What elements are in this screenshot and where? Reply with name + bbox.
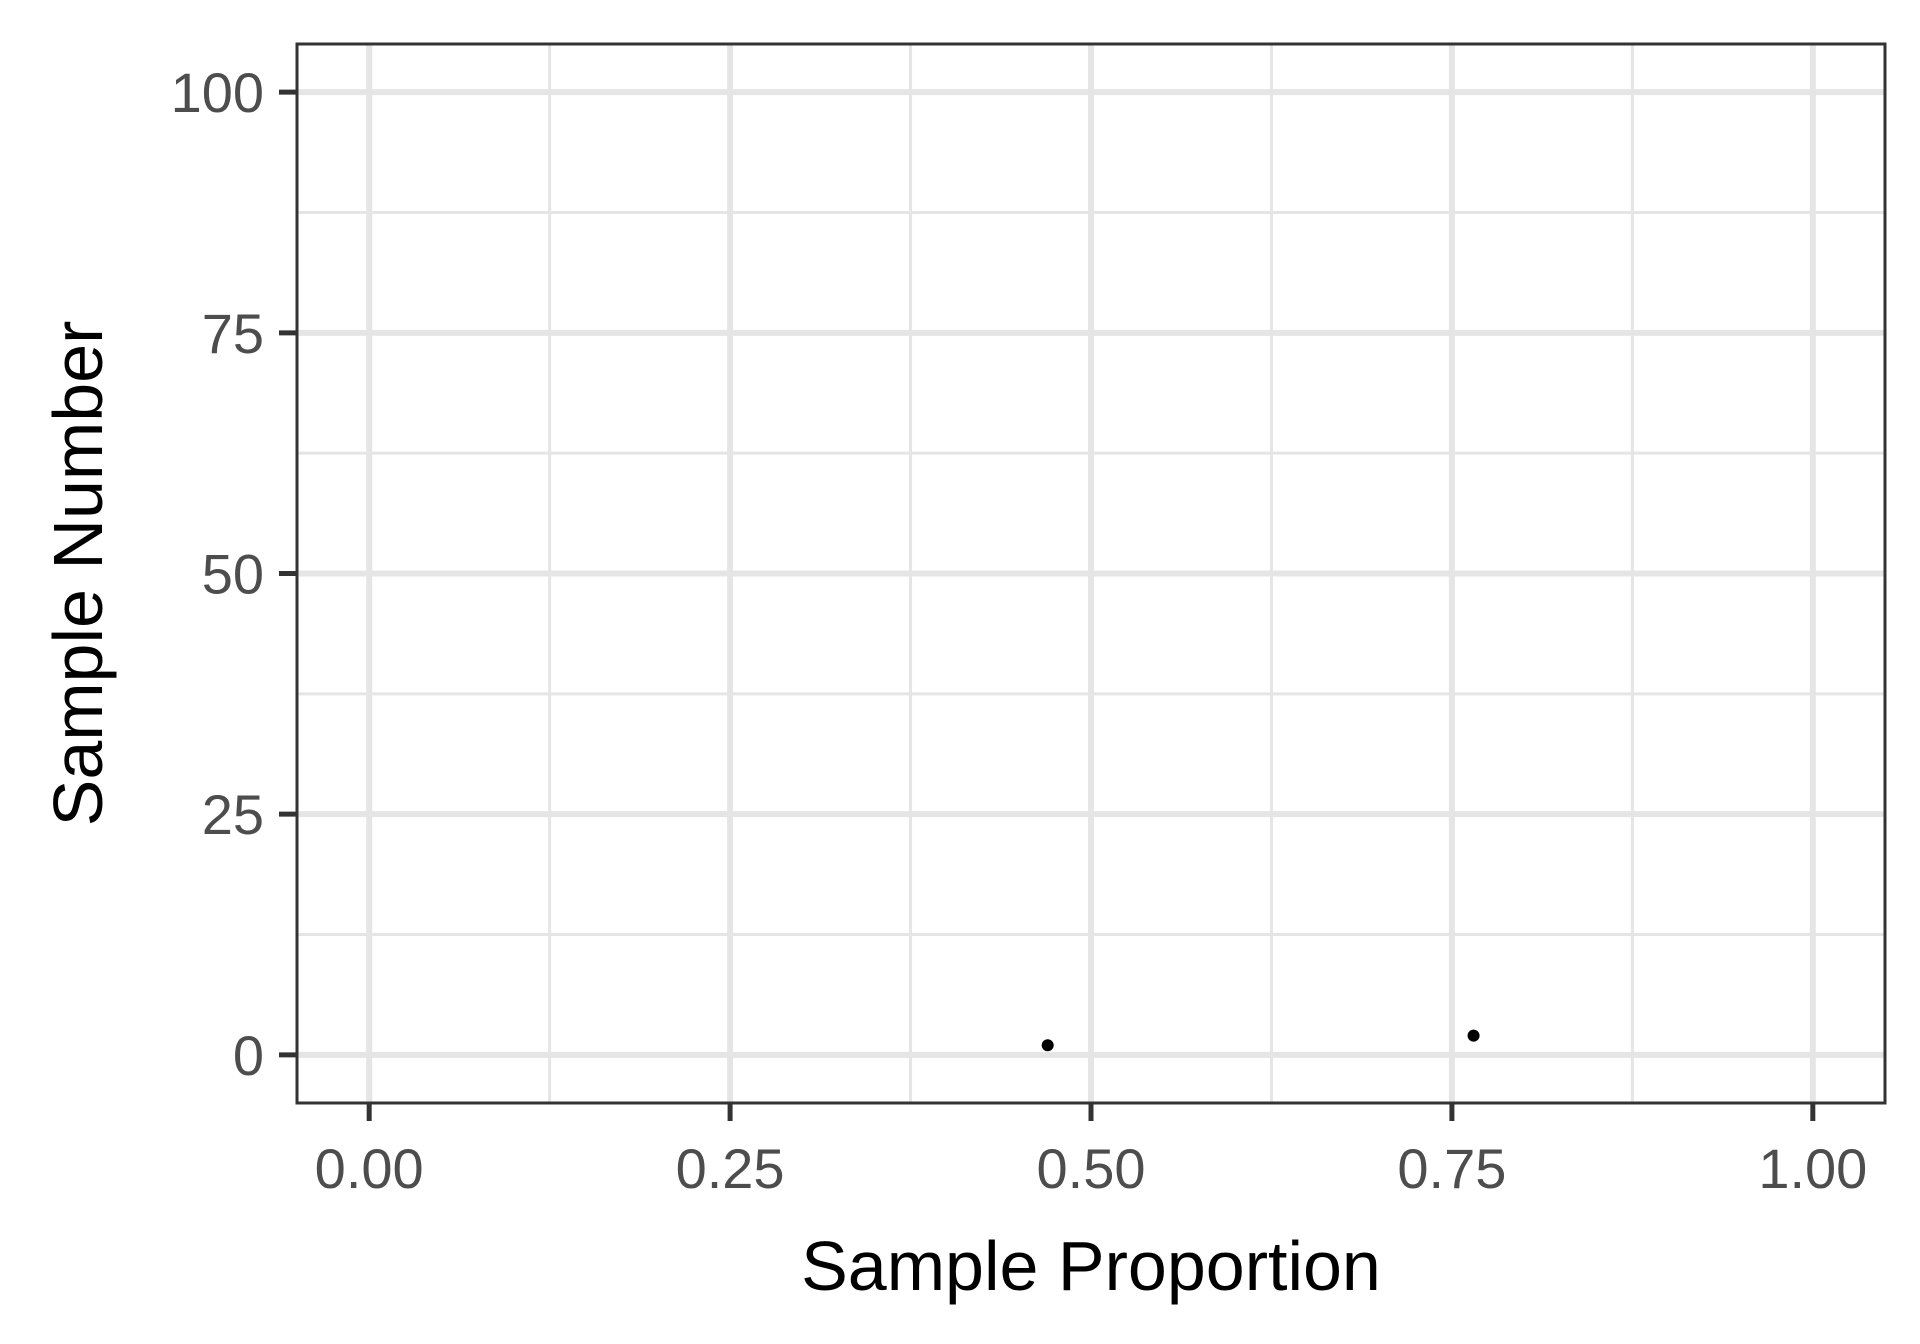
grid-lines bbox=[297, 44, 1885, 1103]
x-tick-label: 0.75 bbox=[1397, 1137, 1506, 1200]
y-axis: 0 25 50 75 100 bbox=[171, 61, 297, 1087]
x-tick-label: 0.00 bbox=[315, 1137, 424, 1200]
y-tick-label: 25 bbox=[202, 783, 264, 846]
data-point bbox=[1041, 1039, 1054, 1052]
y-axis-title: Sample Number bbox=[39, 321, 117, 827]
x-axis-title: Sample Proportion bbox=[801, 1227, 1381, 1305]
data-points bbox=[1041, 1029, 1480, 1052]
x-tick-label: 1.00 bbox=[1758, 1137, 1867, 1200]
x-axis: 0.00 0.25 0.50 0.75 1.00 bbox=[315, 1103, 1867, 1200]
y-tick-label: 50 bbox=[202, 543, 264, 606]
x-tick-label: 0.25 bbox=[676, 1137, 785, 1200]
x-tick-label: 0.50 bbox=[1037, 1137, 1146, 1200]
y-tick-label: 100 bbox=[171, 61, 264, 124]
data-point bbox=[1467, 1029, 1480, 1042]
y-tick-label: 75 bbox=[202, 302, 264, 365]
y-tick-label: 0 bbox=[233, 1024, 264, 1087]
